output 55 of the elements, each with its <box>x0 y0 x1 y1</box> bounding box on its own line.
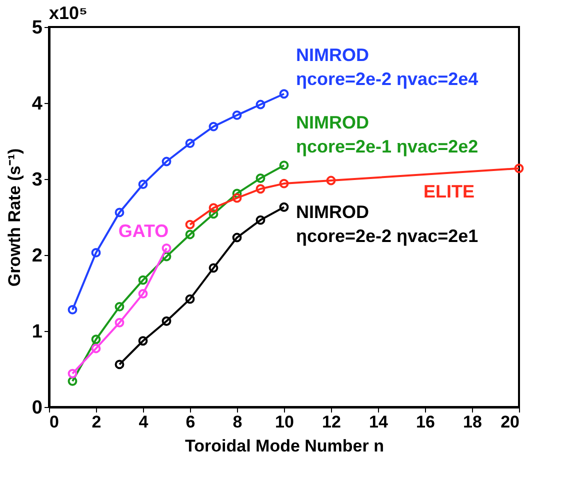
y-tick-label: 0 <box>32 398 42 418</box>
point <box>208 122 218 132</box>
point <box>326 176 336 186</box>
series-label: GATO <box>118 221 169 242</box>
x-tick-label: 12 <box>322 412 341 432</box>
x-tick-label: 0 <box>50 412 59 432</box>
y-axis-title: Growth Rate (s⁻¹) <box>4 148 24 287</box>
series-label: NIMROD ηcore=2e-2 ηvac=2e4 <box>296 44 478 89</box>
point <box>185 138 195 148</box>
y-tick-label: 3 <box>32 170 42 190</box>
point <box>185 230 195 240</box>
point <box>208 203 218 213</box>
point <box>256 174 266 183</box>
point <box>138 289 148 298</box>
x-tick-label: 6 <box>186 412 196 432</box>
x-axis-title: Toroidal Mode Number n <box>185 436 384 456</box>
point <box>208 209 218 219</box>
point <box>185 294 195 304</box>
y-tick-label: 5 <box>32 18 43 38</box>
point <box>208 263 218 273</box>
x-tick-label: 8 <box>232 412 242 432</box>
x-tick-label: 2 <box>92 412 102 432</box>
point <box>91 344 101 354</box>
point <box>256 215 266 225</box>
point <box>138 275 148 285</box>
series-label: ELITE <box>423 181 475 202</box>
point <box>114 318 124 328</box>
x-tick-label: 18 <box>463 412 482 432</box>
point <box>256 184 266 194</box>
point <box>256 100 266 110</box>
x-tick-label: 14 <box>369 412 388 432</box>
point <box>162 156 172 166</box>
x-tick-label: 4 <box>138 412 149 432</box>
series-label: NIMROD ηcore=2e-2 ηvac=2e1 <box>296 202 478 246</box>
series-label: NIMROD ηcore=2e-1 ηvac=2e2 <box>296 112 478 156</box>
x-tick-label: 20 <box>500 412 520 432</box>
point <box>279 178 289 188</box>
x-tick-label: 16 <box>416 412 435 432</box>
point <box>138 180 148 190</box>
point <box>114 302 124 312</box>
text: x10⁵ <box>49 3 88 23</box>
y-tick-label: 4 <box>32 94 43 114</box>
point <box>114 208 124 218</box>
y-tick-label: 2 <box>32 246 42 266</box>
point <box>232 232 242 242</box>
point <box>138 336 148 346</box>
x-tick-label: 10 <box>275 412 294 432</box>
point <box>232 193 242 203</box>
point <box>162 316 172 326</box>
point <box>232 110 242 120</box>
point <box>91 334 101 344</box>
point <box>232 188 242 198</box>
point <box>162 252 172 262</box>
point <box>91 248 101 258</box>
y-tick-label: 1 <box>32 322 43 342</box>
